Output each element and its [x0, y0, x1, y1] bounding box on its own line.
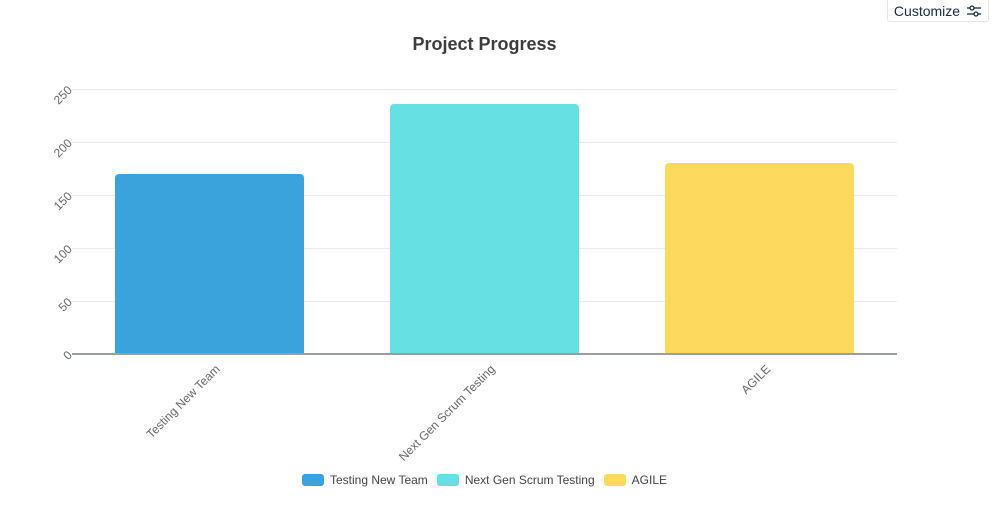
plot-area: 250 200 150 100 50 0 [51, 83, 897, 363]
customize-label: Customize [893, 3, 961, 19]
y-tick: 0 [60, 348, 75, 363]
customize-button[interactable]: Customize [887, 0, 989, 22]
y-tick: 150 [50, 189, 75, 214]
x-tick-label: Next Gen Scrum Testing [396, 362, 498, 464]
y-tick: 50 [55, 295, 75, 315]
bar-testing-new-team[interactable] [115, 173, 304, 354]
legend-item-agile[interactable]: AGILE [603, 473, 668, 487]
bar-next-gen-scrum-testing[interactable] [390, 103, 579, 354]
gridline [72, 89, 897, 90]
x-axis-line [72, 353, 897, 355]
y-tick: 250 [50, 83, 75, 108]
x-tick-label: Testing New Team [143, 362, 223, 442]
legend-item-next-gen-scrum-testing[interactable]: Next Gen Scrum Testing [436, 473, 595, 487]
bar-agile[interactable] [665, 163, 854, 354]
x-tick-label: AGILE [737, 362, 773, 397]
legend-label: Testing New Team [329, 473, 428, 487]
legend: Testing New Team Next Gen Scrum Testing … [0, 473, 969, 487]
legend-label: Next Gen Scrum Testing [464, 473, 595, 487]
legend-swatch [301, 474, 324, 486]
y-tick: 200 [50, 136, 75, 161]
y-tick: 100 [50, 242, 75, 267]
chart-title: Project Progress [412, 34, 557, 54]
legend-swatch [603, 474, 626, 486]
legend-label: AGILE [631, 473, 668, 487]
legend-item-testing-new-team[interactable]: Testing New Team [301, 473, 428, 487]
legend-swatch [436, 474, 459, 486]
sliders-icon [967, 5, 982, 17]
